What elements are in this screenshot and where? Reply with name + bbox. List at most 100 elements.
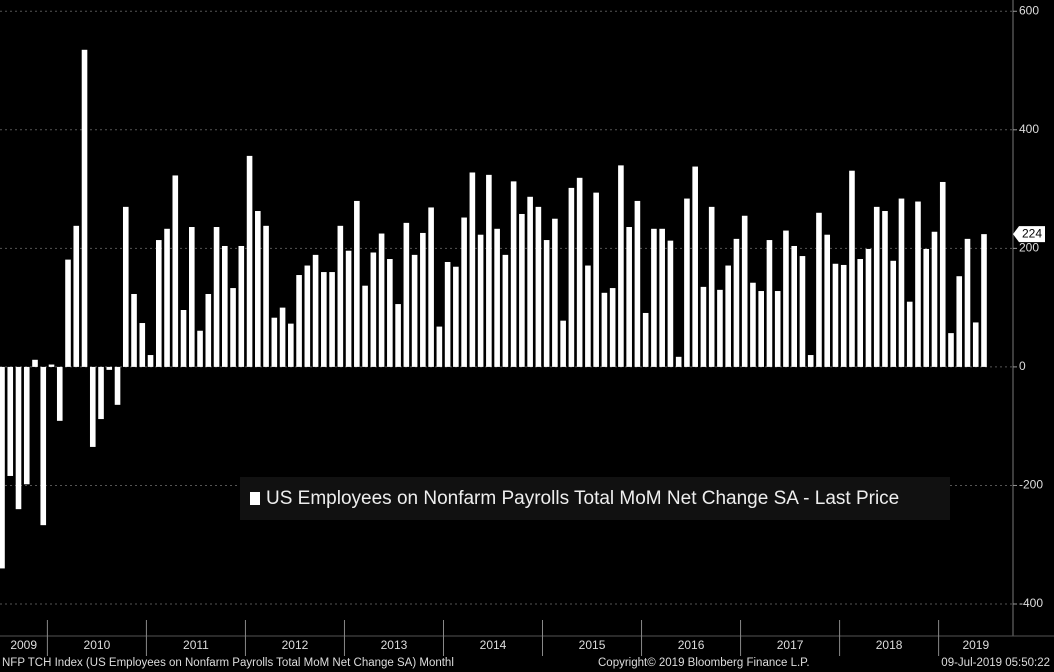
bar: [923, 248, 930, 367]
bar: [791, 245, 798, 367]
bar: [48, 364, 55, 367]
bar: [527, 196, 533, 367]
bar: [279, 307, 286, 367]
bar: [23, 366, 30, 485]
bar: [593, 192, 599, 367]
bar: [502, 254, 509, 367]
bar: [263, 225, 269, 367]
bar: [741, 215, 748, 367]
y-tick-label: 400: [1019, 122, 1039, 136]
last-value-label: 224: [1022, 226, 1042, 240]
bar: [164, 228, 170, 367]
bar: [964, 238, 971, 367]
x-tick-label: 2009: [10, 638, 37, 652]
bar: [436, 326, 443, 367]
bar: [824, 234, 831, 367]
x-tick-label: 2012: [282, 638, 309, 652]
bar: [832, 263, 839, 367]
bar: [238, 245, 245, 367]
bar: [205, 293, 212, 367]
x-tick-label: 2010: [84, 638, 111, 652]
bar: [98, 366, 104, 420]
bar: [131, 293, 137, 367]
bar: [255, 211, 261, 367]
bar: [345, 250, 352, 367]
bar: [155, 240, 162, 367]
bar: [56, 366, 63, 421]
bar: [898, 198, 905, 367]
bar: [651, 228, 657, 367]
bar: [40, 366, 47, 526]
bar: [700, 286, 707, 367]
bar: [395, 304, 401, 367]
bar: [453, 266, 459, 367]
bar: [915, 201, 921, 367]
bar: [106, 366, 113, 370]
bar: [428, 207, 434, 367]
bar: [931, 231, 938, 367]
bar: [213, 227, 220, 367]
legend-label: US Employees on Nonfarm Payrolls Total M…: [266, 488, 899, 509]
bar: [948, 333, 954, 367]
bar: [122, 206, 129, 367]
legend-box: [240, 477, 950, 520]
bar: [906, 301, 913, 367]
y-tick-label: 600: [1019, 3, 1039, 17]
bar: [32, 359, 38, 367]
bar: [0, 366, 5, 569]
bar: [337, 225, 344, 367]
x-tick-label: 2011: [183, 638, 209, 652]
y-tick-label: -200: [1019, 478, 1043, 492]
bar: [659, 228, 665, 367]
bar: [758, 291, 764, 367]
y-tick-label: 0: [1019, 359, 1026, 373]
bar: [188, 227, 195, 367]
footer-left: NFP TCH Index (US Employees on Nonfarm P…: [2, 657, 454, 669]
bar: [329, 272, 335, 367]
bar: [774, 291, 781, 367]
bar: [321, 272, 327, 367]
y-tick-label: 200: [1019, 241, 1039, 255]
bar: [692, 166, 698, 367]
x-tick-label: 2015: [579, 638, 606, 652]
bar: [304, 265, 311, 367]
bar: [172, 175, 179, 367]
bar: [411, 254, 418, 367]
bar: [873, 206, 880, 367]
bar: [362, 285, 368, 367]
bar: [312, 254, 319, 367]
bar: [7, 366, 14, 476]
bar: [684, 198, 690, 367]
bar: [246, 155, 253, 367]
bar: [494, 228, 500, 367]
bar: [840, 264, 847, 367]
bar: [576, 177, 583, 367]
bar: [230, 288, 236, 367]
bar: [65, 259, 71, 367]
bar: [420, 232, 426, 367]
bar: [444, 261, 451, 367]
x-tick-label: 2017: [777, 638, 804, 652]
bar: [956, 276, 963, 367]
legend-swatch: [250, 492, 260, 505]
bar: [568, 187, 575, 367]
x-tick-label: 2016: [678, 638, 705, 652]
bar: [354, 200, 360, 367]
bar: [939, 181, 946, 367]
bar: [560, 320, 566, 367]
bar: [750, 282, 756, 367]
bar: [89, 366, 96, 447]
bar: [510, 181, 517, 367]
bar: [81, 49, 88, 367]
bar: [73, 225, 80, 367]
bar: [717, 289, 723, 367]
bar: [15, 366, 22, 510]
bar: [469, 172, 476, 367]
x-tick-label: 2019: [962, 638, 989, 652]
bar: [370, 252, 377, 367]
y-tick-label: -400: [1019, 596, 1043, 610]
bar: [807, 355, 814, 367]
bar: [972, 322, 979, 367]
bar: [708, 206, 715, 367]
